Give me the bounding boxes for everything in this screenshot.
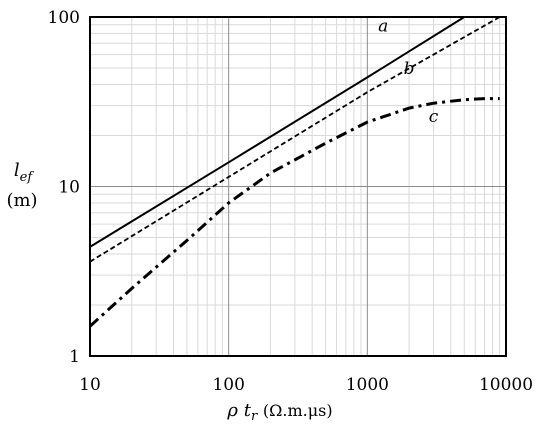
y-tick-label: 1 — [69, 347, 80, 367]
series-line-b — [89, 16, 501, 263]
series-layer — [88, 16, 501, 328]
x-tick-label: 10000 — [479, 375, 533, 395]
x-tick-label: 1000 — [346, 375, 389, 395]
plot-frame — [89, 16, 507, 357]
series-label-c: c — [429, 107, 439, 127]
x-tick-labels: 10 100 1000 10000 — [79, 375, 533, 395]
series-line-c — [88, 97, 500, 328]
series-labels: a b c — [378, 17, 439, 127]
y-axis-unit: (m) — [6, 190, 37, 211]
x-tick-label: 10 — [79, 375, 101, 395]
y-tick-label: 100 — [48, 8, 80, 28]
series-label-b: b — [404, 59, 415, 79]
x-tick-label: 100 — [212, 375, 244, 395]
y-tick-labels: 1 10 100 — [48, 8, 80, 367]
series-line-a — [89, 16, 465, 248]
x-axis-label: ρ tr (Ω.m.μs) — [226, 400, 332, 424]
y-tick-label: 10 — [58, 178, 80, 198]
series-label-a: a — [378, 17, 388, 37]
y-axis-label: lef — [14, 160, 34, 185]
